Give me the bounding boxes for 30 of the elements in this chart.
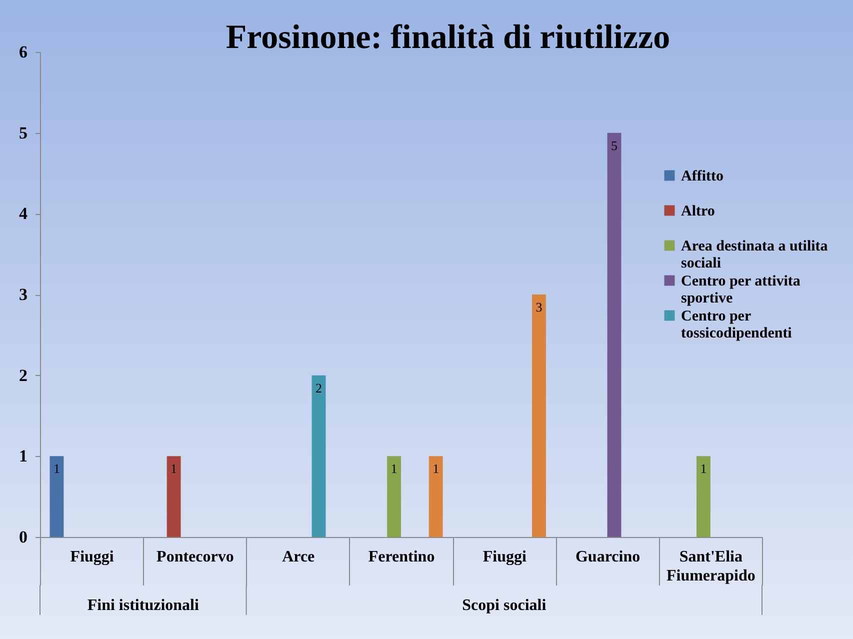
text: Scopi sociali [462,597,547,614]
legend-label: Centro per attivita sportive [681,274,801,306]
y-tick-label: 4 [19,204,28,224]
data-label: 5 [611,138,618,153]
y-tick-label: 6 [19,42,28,62]
data-label: 1 [53,461,60,476]
y-tick-label: 5 [19,123,28,142]
y-tick-label: 2 [19,366,28,385]
y-tick-label: 0 [19,528,28,546]
legend-label: Altro [681,204,715,220]
data-label: 1 [432,461,440,476]
x-tick-label: Arce [282,548,315,566]
x-tick-label: Guarcino [575,548,640,566]
data-label: 1 [170,461,178,476]
y-tick-label: 3 [19,285,28,304]
data-label: 2 [316,380,322,396]
x-tick-label: Pontecorvo [156,548,234,566]
x-tick-label: Ferentino [368,548,435,566]
x-tick-label: Sant'Elia Fiumerapido [666,548,756,584]
data-label: 3 [536,300,542,314]
data-label: 1 [700,461,707,476]
legend-label: Affitto [681,168,724,184]
legend-label: Centro per tossicodipendenti [681,308,792,342]
x-tick-label: Fiuggi [70,548,114,566]
text: Fini istituzionali [87,597,200,614]
legend-label: Area destinata a utilita sociali [681,238,828,272]
data-label: 1 [390,461,398,476]
x-tick-label: Fiuggi [482,548,527,566]
y-tick-label: 1 [19,446,28,466]
chart-title: Frosinone: finalità di riutilizzo [226,19,670,56]
